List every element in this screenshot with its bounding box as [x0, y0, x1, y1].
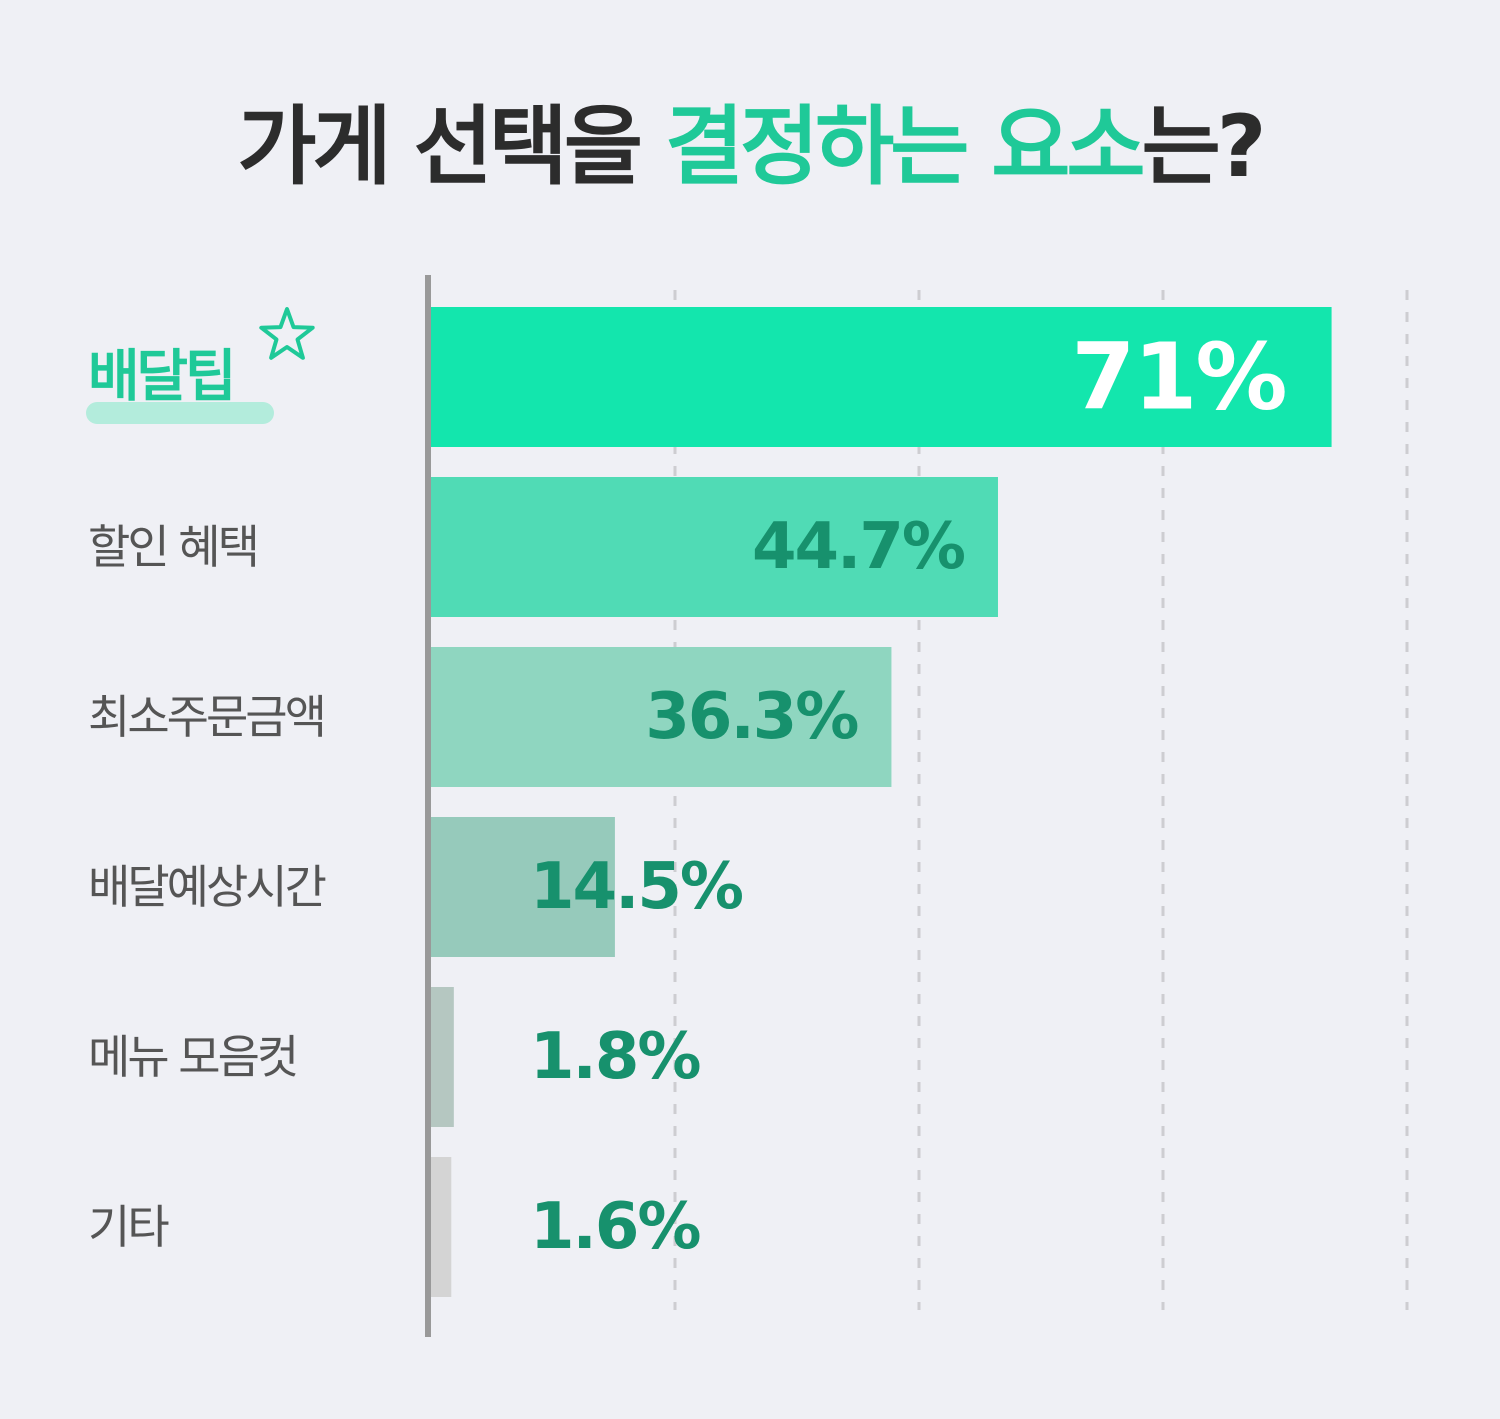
category-label-2: 할인 혜택 [88, 520, 257, 574]
category-label-3: 최소주문금액 [88, 690, 324, 744]
bar-3 [431, 647, 892, 787]
title-part-3: 는? [1141, 97, 1267, 197]
bar-5 [431, 987, 454, 1127]
bars [431, 307, 1332, 1297]
value-label-4: 14.5% [530, 850, 743, 924]
chart-title: 가게 선택을 결정하는 요소는? [0, 92, 1500, 202]
bar-2 [431, 477, 998, 617]
value-label-2: 44.7% [752, 510, 965, 584]
highlight-decoration [259, 307, 315, 360]
category-label-5: 메뉴 모음컷 [88, 1030, 296, 1084]
highlight-underline [86, 402, 274, 424]
value-label-1: 71% [1071, 324, 1285, 431]
title-part-2: 결정하는 요소 [664, 97, 1146, 197]
star-icon [259, 307, 315, 360]
bar-6 [431, 1157, 452, 1297]
grid-lines [673, 290, 1409, 1310]
bar-1 [431, 307, 1332, 447]
value-label-3: 36.3% [645, 680, 858, 754]
value-labels: 71% 44.7% 36.3% 14.5% 1.8% 1.6% [530, 324, 1288, 1265]
value-label-5: 1.8% [530, 1020, 700, 1094]
category-label-1: 배달팁 [88, 345, 234, 410]
category-label-4: 배달예상시간 [88, 860, 326, 914]
value-label-6: 1.6% [530, 1190, 700, 1264]
title-part-1: 가게 선택을 [237, 97, 665, 197]
bar-4 [431, 817, 615, 957]
category-label-6: 기타 [88, 1200, 169, 1254]
